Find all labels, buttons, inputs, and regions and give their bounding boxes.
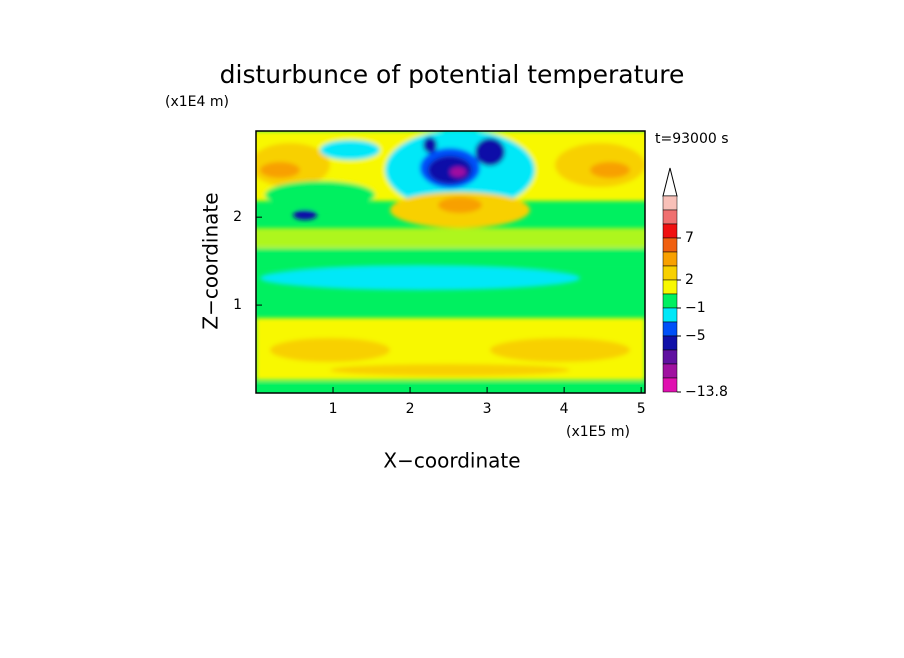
plot-frame [255,130,646,394]
colorbar-box [662,349,678,365]
chart-title: disturbunce of potential temperature [220,60,685,89]
colorbar-box [662,363,678,379]
colorbar-box [662,377,678,393]
colorbar-tick-label: 2 [685,272,694,288]
colorbar-arrow [662,167,678,197]
y-axis-label: Z−coordinate [199,192,223,329]
x-tick-label: 1 [329,401,338,417]
colorbar-box [662,251,678,267]
axes: 1 2 3 4 5 1 2 [233,209,646,417]
x-axis-label: X−coordinate [383,449,520,473]
colorbar-box [662,209,678,225]
colorbar: 7 2 −1 −5 −13.8 [662,167,728,400]
colorbar-box [662,321,678,337]
y-tick-label: 2 [233,209,242,225]
time-label: t=93000 s [655,131,729,147]
x-tick-label: 5 [637,401,646,417]
x-tick-label: 4 [560,401,569,417]
colorbar-box [662,307,678,323]
y-tick-label: 1 [233,297,242,313]
contour-field [256,131,645,393]
x-tick-label: 3 [483,401,492,417]
colorbar-box [662,265,678,281]
colorbar-tick-label: −13.8 [685,384,728,400]
colorbar-tick-label: −1 [685,300,706,316]
x-tick-label: 2 [406,401,415,417]
colorbar-box [662,293,678,309]
colorbar-tick-label: −5 [685,328,706,344]
colorbar-box [662,223,678,239]
colorbar-box [662,279,678,295]
y-unit: (x1E4 m) [165,94,229,110]
colorbar-box [662,195,678,211]
colorbar-box [662,237,678,253]
x-unit: (x1E5 m) [566,424,630,440]
colorbar-tick-label: 7 [685,230,694,246]
colorbar-box [662,335,678,351]
